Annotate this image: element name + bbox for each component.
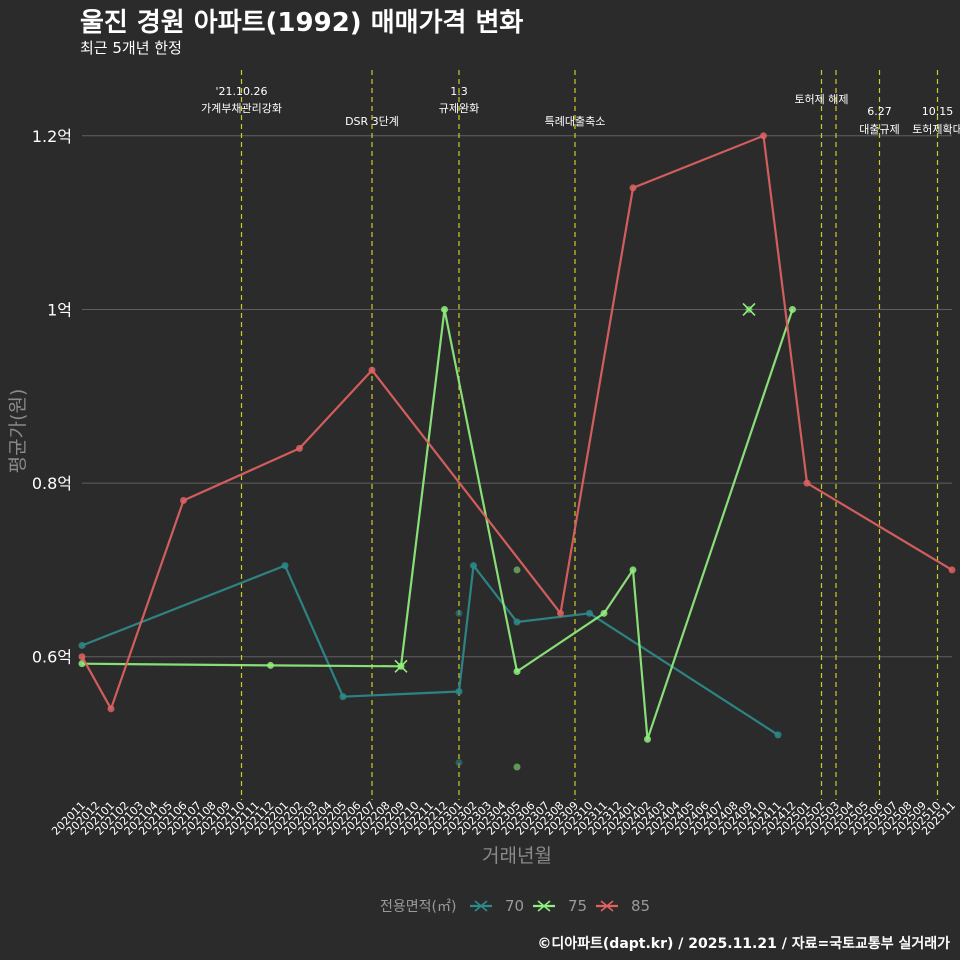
event-label: 대출규제 (859, 123, 899, 136)
data-point-70 (470, 562, 477, 570)
event-label: 규제완화 (439, 102, 479, 115)
source-caption: ©디아파트(dapt.kr) / 2025.11.21 / 자료=국토교통부 실… (537, 936, 950, 952)
scatter-point-75 (513, 566, 521, 574)
legend-label: 85 (631, 897, 650, 915)
event-label: '21.10.26 (215, 85, 267, 98)
data-point-85 (760, 132, 767, 140)
y-tick-label: 1억 (47, 300, 72, 319)
event-label: 6.27 (867, 105, 892, 118)
legend-label: 75 (568, 897, 587, 915)
data-point-75 (629, 566, 637, 574)
data-point-70 (586, 609, 593, 617)
legend-key-marker (537, 900, 551, 912)
event-label: 가계부채관리강화 (201, 102, 282, 115)
data-point-70 (774, 731, 782, 739)
x-axis-title: 거래년월 (482, 845, 552, 867)
event-label: 1.3 (450, 85, 468, 98)
event-label: 토허제확대 (912, 123, 960, 136)
data-point-75 (600, 609, 608, 617)
data-point-85 (107, 705, 115, 713)
event-label: DSR 3단계 (345, 115, 399, 128)
data-point-85 (557, 609, 564, 617)
series-line-85 (81, 134, 953, 710)
data-point-85 (803, 479, 811, 487)
data-point-70 (455, 687, 463, 695)
data-point-85 (948, 566, 956, 574)
event-label: 토허제 해제 (794, 92, 848, 106)
legend-key-marker (600, 900, 614, 912)
legend-key-marker (474, 900, 488, 912)
data-point-75 (267, 661, 274, 669)
y-tick-label: 0.6억 (32, 648, 72, 667)
data-point-70 (513, 618, 521, 626)
chart-title: 울진 경원 아파트(1992) 매매가격 변화 (80, 8, 524, 38)
x-marker-75 (394, 659, 408, 673)
data-point-70 (281, 562, 289, 570)
scatter-point-70 (455, 759, 463, 767)
data-point-85 (296, 444, 303, 452)
data-point-75 (789, 305, 796, 313)
scatter-point-70 (455, 609, 463, 617)
data-point-85 (368, 366, 376, 374)
data-point-85 (629, 184, 637, 192)
data-point-85 (78, 653, 86, 661)
scatter-point-75 (513, 763, 521, 771)
y-axis-title: 평균가(원) (7, 389, 29, 474)
data-point-85 (180, 496, 187, 504)
x-marker-75 (742, 302, 756, 317)
y-tick-label: 1.2억 (32, 127, 72, 146)
data-point-75 (441, 305, 448, 313)
legend-label: 70 (505, 897, 524, 915)
data-point-70 (339, 693, 347, 701)
chart-subtitle: 최근 5개년 한정 (80, 39, 182, 57)
y-tick-label: 0.8억 (32, 474, 72, 493)
event-label: 10.15 (922, 105, 954, 118)
data-point-75 (513, 668, 521, 676)
data-point-75 (644, 735, 651, 743)
legend-title: 전용면적(㎡) (380, 899, 456, 915)
event-label: 특례대출축소 (545, 115, 606, 128)
data-point-70 (78, 641, 86, 649)
series-line-70 (81, 564, 779, 736)
